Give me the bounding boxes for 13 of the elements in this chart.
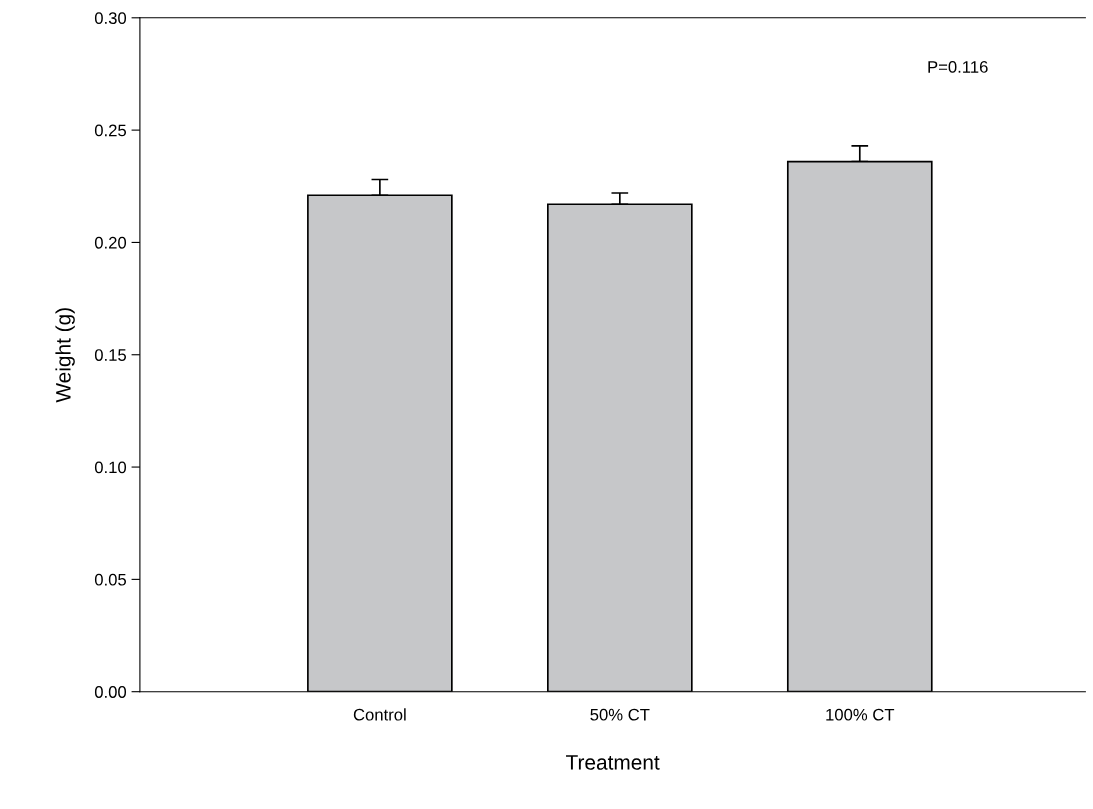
y-tick-label: 0.30 <box>94 12 127 24</box>
y-tick-label: 0.20 <box>94 236 127 249</box>
y-tick-label: 0.15 <box>94 349 127 361</box>
y-tick-label: 0.10 <box>94 461 127 474</box>
annotation: P=0.116 <box>928 61 988 73</box>
y-tick-label: 0.25 <box>94 124 127 137</box>
x-axis-title: Treatment <box>566 755 660 770</box>
y-tick-label: 0.05 <box>94 573 127 586</box>
y-tick-label: 0.00 <box>94 686 127 698</box>
x-tick-label: Control <box>353 708 406 721</box>
x-tick-label: 50% CT <box>590 708 650 721</box>
y-axis-title: Weight (g) <box>55 308 75 403</box>
x-tick-label: 100% CT <box>826 708 895 721</box>
